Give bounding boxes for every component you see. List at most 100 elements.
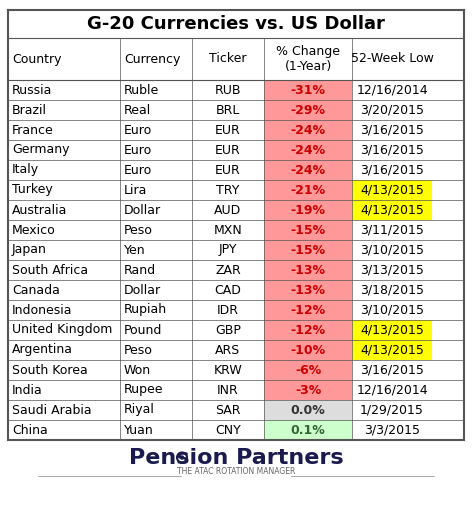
Text: Russia: Russia bbox=[12, 83, 52, 97]
Text: 3/20/2015: 3/20/2015 bbox=[360, 104, 424, 116]
Text: -10%: -10% bbox=[290, 343, 326, 357]
Text: RUB: RUB bbox=[215, 83, 241, 97]
Text: THE ATAC ROTATION MANAGER: THE ATAC ROTATION MANAGER bbox=[177, 467, 295, 476]
Bar bbox=[264, 240, 352, 260]
Text: 12/16/2014: 12/16/2014 bbox=[356, 384, 428, 397]
Text: Saudi Arabia: Saudi Arabia bbox=[12, 403, 92, 417]
Text: Lira: Lira bbox=[124, 183, 147, 197]
Text: Ruble: Ruble bbox=[124, 83, 159, 97]
Text: CNY: CNY bbox=[215, 424, 241, 436]
Text: Mexico: Mexico bbox=[12, 224, 56, 237]
Bar bbox=[352, 400, 432, 420]
Text: Indonesia: Indonesia bbox=[12, 303, 73, 316]
Bar bbox=[352, 280, 432, 300]
Text: Country: Country bbox=[12, 52, 61, 66]
Bar bbox=[352, 120, 432, 140]
Bar bbox=[264, 320, 352, 340]
Text: 3/10/2015: 3/10/2015 bbox=[360, 303, 424, 316]
Bar bbox=[352, 340, 432, 360]
Text: 3/18/2015: 3/18/2015 bbox=[360, 283, 424, 297]
Text: 1/29/2015: 1/29/2015 bbox=[360, 403, 424, 417]
Bar bbox=[352, 100, 432, 120]
Text: 3/10/2015: 3/10/2015 bbox=[360, 243, 424, 257]
Text: -24%: -24% bbox=[290, 143, 326, 156]
Text: Won: Won bbox=[124, 364, 151, 376]
Text: 4/13/2015: 4/13/2015 bbox=[360, 204, 424, 216]
Text: -15%: -15% bbox=[290, 224, 326, 237]
Text: 3/16/2015: 3/16/2015 bbox=[360, 164, 424, 176]
Text: Pension Partners: Pension Partners bbox=[129, 448, 343, 467]
Bar bbox=[264, 80, 352, 100]
Text: % Change
(1-Year): % Change (1-Year) bbox=[276, 45, 340, 73]
Text: Euro: Euro bbox=[124, 123, 152, 137]
Bar bbox=[352, 80, 432, 100]
Text: 3/16/2015: 3/16/2015 bbox=[360, 143, 424, 156]
Text: Pound: Pound bbox=[124, 324, 162, 336]
Bar bbox=[352, 240, 432, 260]
Bar bbox=[352, 420, 432, 440]
Text: ARS: ARS bbox=[215, 343, 241, 357]
Text: G-20 Currencies vs. US Dollar: G-20 Currencies vs. US Dollar bbox=[87, 15, 385, 33]
Bar bbox=[264, 140, 352, 160]
Text: Italy: Italy bbox=[12, 164, 39, 176]
Bar bbox=[352, 320, 432, 340]
Text: EUR: EUR bbox=[215, 143, 241, 156]
Text: France: France bbox=[12, 123, 54, 137]
Bar bbox=[8, 180, 464, 200]
Text: Turkey: Turkey bbox=[12, 183, 53, 197]
Text: Brazil: Brazil bbox=[12, 104, 47, 116]
Text: Currency: Currency bbox=[124, 52, 180, 66]
Bar bbox=[8, 100, 464, 120]
Text: Riyal: Riyal bbox=[124, 403, 155, 417]
Text: SAR: SAR bbox=[215, 403, 241, 417]
Text: Rupee: Rupee bbox=[124, 384, 163, 397]
Text: -24%: -24% bbox=[290, 123, 326, 137]
Bar bbox=[264, 160, 352, 180]
Bar bbox=[8, 80, 464, 100]
Text: CAD: CAD bbox=[215, 283, 242, 297]
Text: -21%: -21% bbox=[290, 183, 326, 197]
Text: 3/16/2015: 3/16/2015 bbox=[360, 364, 424, 376]
Text: China: China bbox=[12, 424, 48, 436]
Text: EUR: EUR bbox=[215, 123, 241, 137]
Bar bbox=[8, 340, 464, 360]
Bar bbox=[8, 240, 464, 260]
Bar bbox=[264, 280, 352, 300]
Bar bbox=[264, 420, 352, 440]
Text: 3/3/2015: 3/3/2015 bbox=[364, 424, 420, 436]
Text: 0.0%: 0.0% bbox=[291, 403, 325, 417]
Bar bbox=[8, 140, 464, 160]
Text: United Kingdom: United Kingdom bbox=[12, 324, 112, 336]
Text: JPY: JPY bbox=[219, 243, 237, 257]
Text: Germany: Germany bbox=[12, 143, 69, 156]
Text: Dollar: Dollar bbox=[124, 283, 161, 297]
Text: Japan: Japan bbox=[12, 243, 47, 257]
Text: -13%: -13% bbox=[290, 264, 326, 276]
Text: -15%: -15% bbox=[290, 243, 326, 257]
Bar bbox=[264, 200, 352, 220]
Bar bbox=[264, 120, 352, 140]
Text: South Africa: South Africa bbox=[12, 264, 88, 276]
Text: TRY: TRY bbox=[216, 183, 240, 197]
Text: India: India bbox=[12, 384, 43, 397]
Text: 3/11/2015: 3/11/2015 bbox=[360, 224, 424, 237]
Bar bbox=[352, 220, 432, 240]
Text: INR: INR bbox=[217, 384, 239, 397]
Text: 4/13/2015: 4/13/2015 bbox=[360, 343, 424, 357]
Bar bbox=[352, 300, 432, 320]
Text: Canada: Canada bbox=[12, 283, 60, 297]
Text: 4/13/2015: 4/13/2015 bbox=[360, 324, 424, 336]
Text: Rand: Rand bbox=[124, 264, 156, 276]
Text: Dollar: Dollar bbox=[124, 204, 161, 216]
Bar bbox=[264, 400, 352, 420]
Bar bbox=[352, 260, 432, 280]
Bar bbox=[8, 300, 464, 320]
Text: 12/16/2014: 12/16/2014 bbox=[356, 83, 428, 97]
Text: Australia: Australia bbox=[12, 204, 67, 216]
Bar bbox=[264, 260, 352, 280]
Text: Peso: Peso bbox=[124, 343, 153, 357]
Text: 3/13/2015: 3/13/2015 bbox=[360, 264, 424, 276]
Bar bbox=[8, 220, 464, 240]
Text: Argentina: Argentina bbox=[12, 343, 73, 357]
Text: -3%: -3% bbox=[295, 384, 321, 397]
